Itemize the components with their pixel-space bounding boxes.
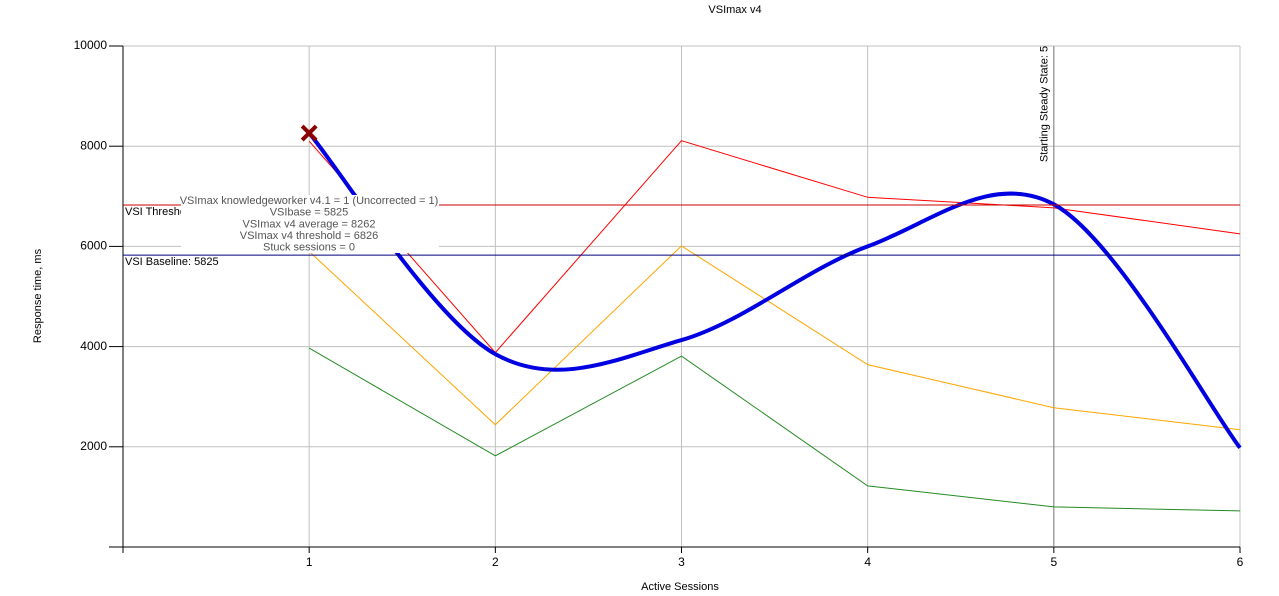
x-tick-label: 4 <box>864 555 871 569</box>
smooth-line <box>307 131 1242 450</box>
annotation-text: Stuck sessions = 0 <box>263 242 355 254</box>
x-tick-label: 5 <box>1050 555 1057 569</box>
annotation-box <box>181 195 439 253</box>
annotation-text: VSIbase = 5825 <box>270 207 349 219</box>
x-tick-label: 1 <box>306 555 313 569</box>
line <box>308 245 1241 431</box>
x-tick-label: 6 <box>1237 555 1244 569</box>
chart-title: VSImax v4 <box>708 4 761 16</box>
threshold-label: VSI Baseline: 5825 <box>125 256 219 268</box>
x-tick-label: 3 <box>678 555 685 569</box>
y-axis-label: Response time, ms <box>32 248 44 343</box>
marker <box>300 124 318 142</box>
x-axis-label: Active Sessions <box>641 581 719 593</box>
y-tick-label: 10000 <box>74 38 108 52</box>
annotation-text: VSImax knowledgeworker v4.1 = 1 (Uncorre… <box>180 195 439 207</box>
x-tick-label: 2 <box>492 555 499 569</box>
line <box>308 347 1241 512</box>
line <box>308 140 1241 354</box>
y-tick-label: 8000 <box>80 138 107 152</box>
y-tick-label: 6000 <box>80 239 107 253</box>
y-tick-label: 2000 <box>80 439 107 453</box>
annotation-text: VSImax v4 threshold = 6826 <box>240 230 379 242</box>
annotation-text: VSImax v4 average = 8262 <box>243 218 376 230</box>
y-tick-label: 4000 <box>80 339 107 353</box>
steady-state-label: Starting Steady State: 5 <box>1039 46 1051 162</box>
